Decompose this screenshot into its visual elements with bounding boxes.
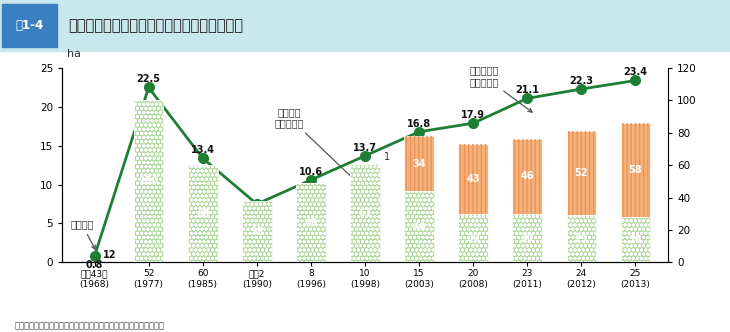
Bar [566, 215, 596, 262]
Bar [458, 214, 488, 262]
Text: 12: 12 [103, 250, 116, 260]
Bar [620, 123, 650, 217]
Text: 43: 43 [466, 174, 480, 184]
Bar [566, 131, 596, 215]
Bar [620, 217, 650, 262]
Bar [404, 191, 434, 262]
Text: 図1-4: 図1-4 [15, 19, 44, 32]
Text: 志布志市のピーマン栽培面積と農協部会員数: 志布志市のピーマン栽培面積と農協部会員数 [68, 18, 243, 33]
Bar [350, 164, 380, 262]
Text: 22.5: 22.5 [137, 74, 161, 84]
Bar [242, 201, 272, 262]
Bar [458, 144, 488, 214]
Bar [512, 139, 542, 214]
Bar [296, 183, 326, 262]
Text: 16.8: 16.8 [407, 119, 431, 129]
Bar [188, 165, 218, 262]
Bar [296, 183, 326, 262]
Text: 1: 1 [384, 152, 390, 162]
Text: 34: 34 [412, 159, 426, 169]
Text: 30: 30 [520, 233, 534, 243]
Text: 60: 60 [196, 209, 210, 219]
Bar [134, 100, 164, 262]
Text: 46: 46 [520, 172, 534, 182]
Bar [404, 136, 434, 191]
Text: 17.9: 17.9 [461, 110, 485, 120]
Text: 新規就農者
（右目盛）: 新規就農者 （右目盛） [469, 65, 532, 112]
Text: 49: 49 [304, 218, 318, 228]
Bar [566, 131, 596, 215]
Bar [458, 144, 488, 214]
Text: 100: 100 [139, 176, 158, 186]
Text: 7.5: 7.5 [248, 207, 266, 217]
Text: 資料：公益財団法人志布志市農業公社資料を基に農林水産省で作成: 資料：公益財団法人志布志市農業公社資料を基に農林水産省で作成 [15, 321, 164, 330]
Bar [512, 139, 542, 214]
Text: 既存農家
（右目盛）: 既存農家 （右目盛） [274, 107, 373, 197]
Text: 21.1: 21.1 [515, 85, 539, 95]
Bar [458, 214, 488, 262]
Text: 44: 44 [412, 222, 426, 232]
Text: 10.6: 10.6 [299, 167, 323, 177]
Bar [404, 136, 434, 191]
Text: 29: 29 [575, 234, 588, 244]
Text: 13.7: 13.7 [353, 143, 377, 153]
Bar [620, 217, 650, 262]
Text: 38: 38 [250, 226, 264, 236]
Text: ha: ha [67, 49, 82, 59]
Text: 30: 30 [466, 233, 480, 243]
Bar [2, 4, 57, 47]
Text: 58: 58 [629, 165, 642, 175]
Text: 栽培面積: 栽培面積 [70, 219, 95, 249]
Bar [350, 164, 380, 262]
Text: 0.8: 0.8 [85, 260, 103, 270]
Text: 28: 28 [629, 235, 642, 245]
Bar [188, 165, 218, 262]
Bar [512, 214, 542, 262]
Text: 61: 61 [358, 208, 372, 218]
Bar [566, 215, 596, 262]
Bar [512, 214, 542, 262]
Bar [242, 201, 272, 262]
Text: 52: 52 [575, 168, 588, 178]
Text: 23.4: 23.4 [623, 67, 648, 77]
Bar [404, 191, 434, 262]
Text: 22.3: 22.3 [569, 76, 593, 86]
Bar [620, 123, 650, 217]
Text: 13.4: 13.4 [191, 145, 215, 155]
Bar [134, 100, 164, 262]
